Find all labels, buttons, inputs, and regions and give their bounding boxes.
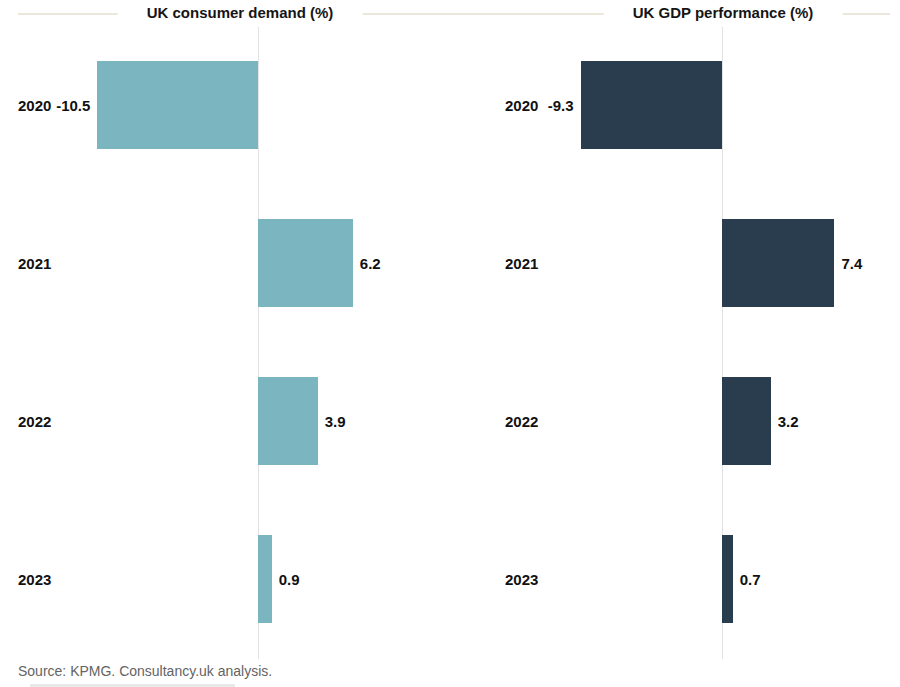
chart-title-gdp-performance: UK GDP performance (%) — [604, 3, 843, 23]
category-label: 2023 — [505, 571, 538, 588]
data-label: 3.2 — [778, 413, 799, 430]
bar — [258, 377, 318, 465]
data-label: 7.4 — [841, 255, 862, 272]
bar — [722, 219, 834, 307]
data-label: 0.9 — [279, 571, 300, 588]
data-label: 0.7 — [740, 571, 761, 588]
bar — [97, 61, 258, 149]
category-label: 2023 — [18, 571, 51, 588]
category-label: 2021 — [505, 255, 538, 272]
category-label: 2021 — [18, 255, 51, 272]
data-label: 6.2 — [360, 255, 381, 272]
category-label: 2020 — [505, 97, 538, 114]
bar — [581, 61, 722, 149]
bar — [258, 219, 353, 307]
source-note: Source: KPMG. Consultancy.uk analysis. — [18, 663, 272, 679]
data-label: 3.9 — [325, 413, 346, 430]
bar — [722, 377, 771, 465]
data-label: -9.3 — [548, 97, 574, 114]
dual-bar-chart-figure: UK consumer demand (%) UK GDP performanc… — [0, 0, 900, 687]
bar — [722, 535, 733, 623]
category-label: 2022 — [18, 413, 51, 430]
data-label: -10.5 — [56, 97, 90, 114]
bar — [258, 535, 272, 623]
chart-title-consumer-demand: UK consumer demand (%) — [118, 3, 363, 23]
category-label: 2020 — [18, 97, 51, 114]
category-label: 2022 — [505, 413, 538, 430]
